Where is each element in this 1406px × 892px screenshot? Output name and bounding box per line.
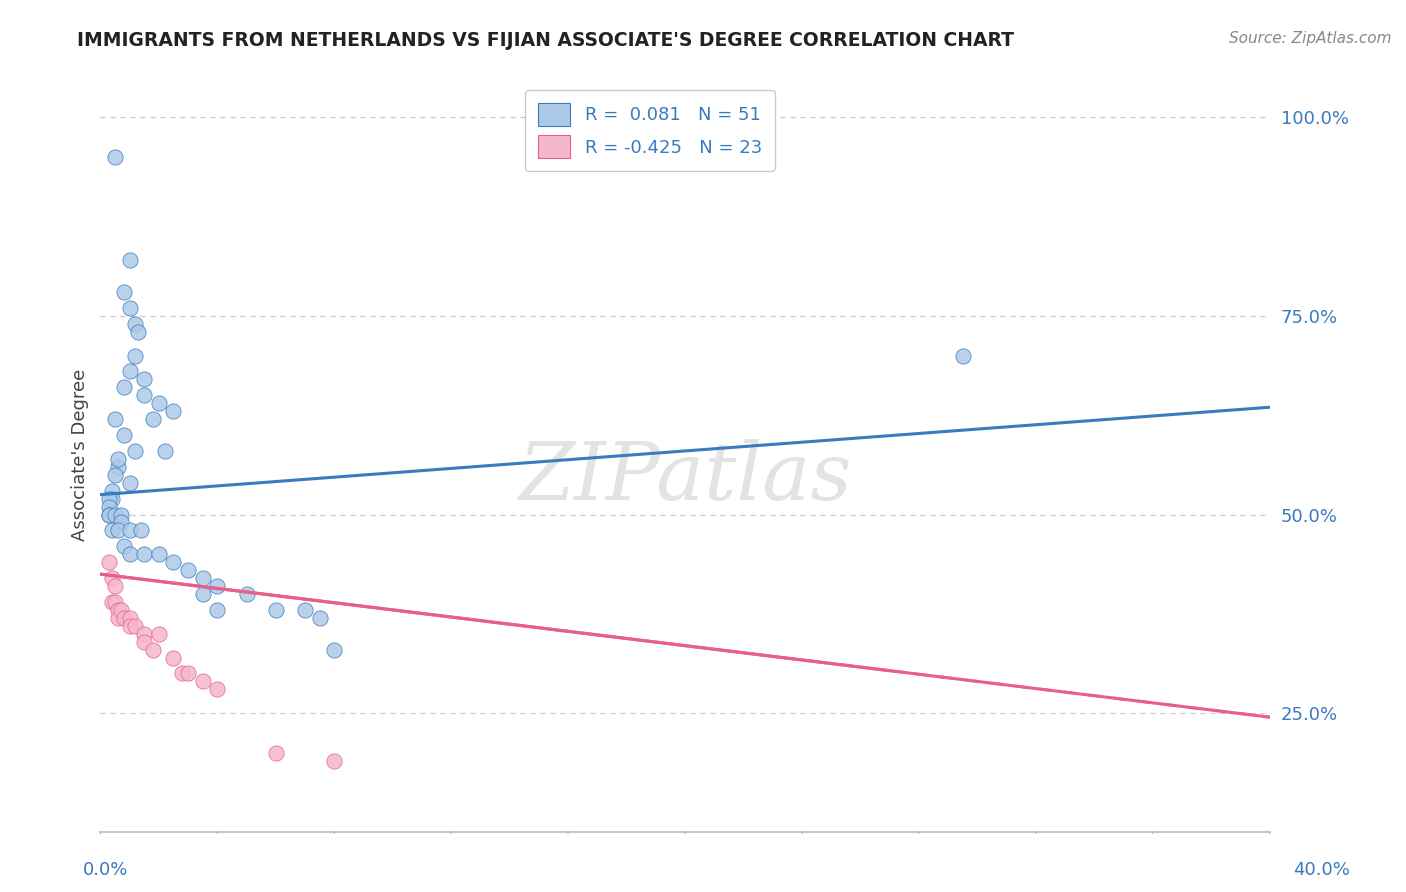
Point: [98, 508, 121, 522]
Point: [104, 595, 127, 609]
Point: [172, 666, 194, 681]
Point: [107, 451, 129, 466]
Point: [264, 603, 287, 617]
Point: [129, 524, 152, 538]
Point: [191, 674, 214, 689]
Text: ZIPatlas: ZIPatlas: [519, 439, 852, 516]
Point: [104, 150, 127, 164]
Point: [112, 380, 135, 394]
Point: [104, 467, 127, 482]
Point: [98, 491, 121, 506]
Point: [191, 587, 214, 601]
Point: [107, 603, 129, 617]
Point: [118, 253, 141, 268]
Point: [104, 412, 127, 426]
Point: [323, 642, 346, 657]
Point: [207, 579, 229, 593]
Point: [98, 555, 121, 569]
Text: Source: ZipAtlas.com: Source: ZipAtlas.com: [1229, 31, 1392, 46]
Point: [118, 547, 141, 561]
Point: [134, 372, 156, 386]
Point: [110, 508, 132, 522]
Text: 40.0%: 40.0%: [1294, 861, 1350, 879]
Point: [308, 611, 330, 625]
Point: [118, 475, 141, 490]
Point: [101, 524, 124, 538]
Point: [112, 285, 135, 299]
Point: [162, 404, 184, 418]
Point: [148, 547, 170, 561]
Point: [104, 579, 127, 593]
Y-axis label: Associate's Degree: Associate's Degree: [72, 368, 89, 541]
Point: [162, 555, 184, 569]
Point: [101, 571, 124, 585]
Point: [98, 508, 121, 522]
Text: 0.0%: 0.0%: [83, 861, 128, 879]
Point: [177, 666, 200, 681]
Point: [118, 619, 141, 633]
Point: [148, 396, 170, 410]
Point: [112, 539, 135, 553]
Point: [124, 349, 146, 363]
Point: [98, 500, 121, 514]
Point: [127, 325, 149, 339]
Point: [207, 682, 229, 697]
Point: [101, 483, 124, 498]
Point: [162, 650, 184, 665]
Point: [124, 317, 146, 331]
Point: [177, 563, 200, 577]
Point: [118, 524, 141, 538]
Point: [134, 388, 156, 402]
Point: [323, 754, 346, 768]
Text: IMMIGRANTS FROM NETHERLANDS VS FIJIAN ASSOCIATE'S DEGREE CORRELATION CHART: IMMIGRANTS FROM NETHERLANDS VS FIJIAN AS…: [77, 31, 1014, 50]
Point: [294, 603, 316, 617]
Point: [235, 587, 257, 601]
Point: [153, 444, 176, 458]
Point: [101, 491, 124, 506]
Point: [107, 524, 129, 538]
Point: [110, 603, 132, 617]
Point: [110, 516, 132, 530]
Point: [107, 459, 129, 474]
Point: [134, 634, 156, 648]
Point: [952, 349, 974, 363]
Point: [191, 571, 214, 585]
Point: [142, 412, 165, 426]
Point: [142, 642, 165, 657]
Point: [264, 746, 287, 760]
Point: [107, 611, 129, 625]
Point: [134, 626, 156, 640]
Point: [207, 603, 229, 617]
Point: [134, 547, 156, 561]
Point: [104, 508, 127, 522]
Point: [118, 301, 141, 315]
Point: [118, 364, 141, 378]
Point: [112, 428, 135, 442]
Point: [112, 611, 135, 625]
Point: [148, 626, 170, 640]
Point: [101, 595, 124, 609]
Point: [124, 619, 146, 633]
Point: [124, 444, 146, 458]
Legend: R =  0.081   N = 51, R = -0.425   N = 23: R = 0.081 N = 51, R = -0.425 N = 23: [526, 90, 775, 171]
Point: [118, 611, 141, 625]
